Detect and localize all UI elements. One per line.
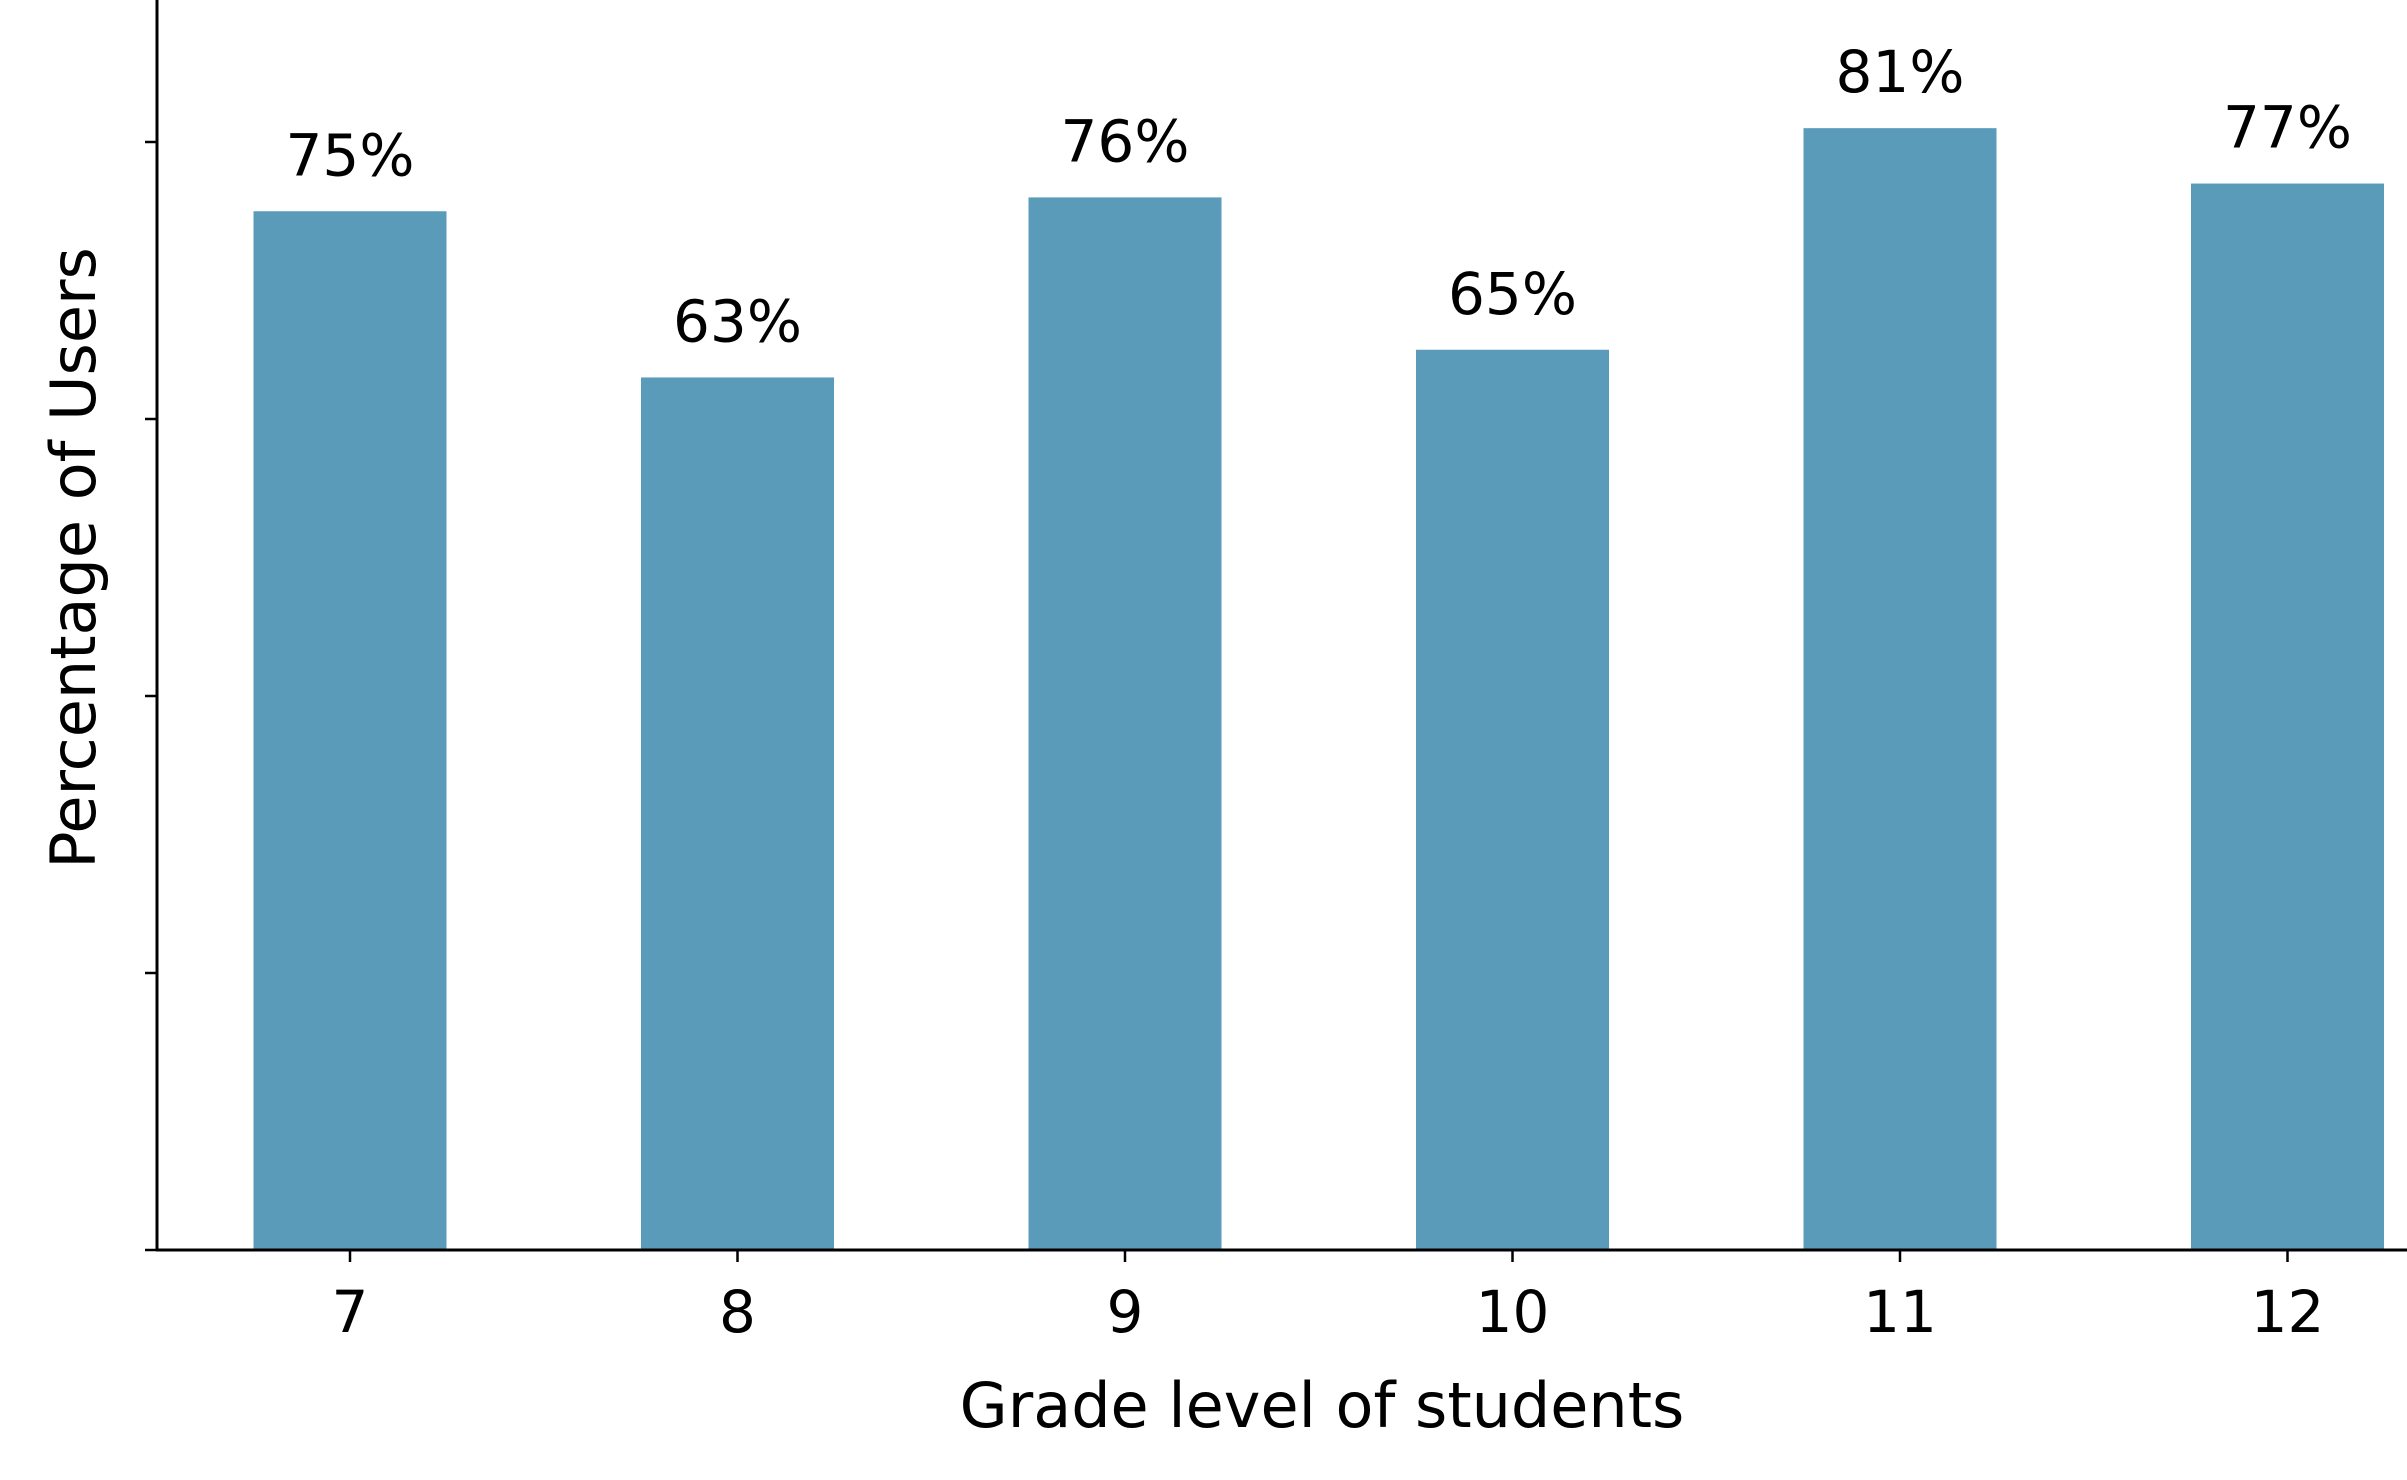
x-tick-label: 7: [332, 1278, 369, 1346]
bar-value-label: 81%: [1836, 38, 1965, 106]
bar-grade-9: [1028, 197, 1222, 1250]
bar-value-label: 77%: [2223, 94, 2352, 162]
x-tick-label: 12: [2251, 1278, 2325, 1346]
bar-grade-10: [1416, 349, 1609, 1250]
x-axis-ticks: 7 8 9 10 11 12: [332, 1250, 2325, 1346]
x-axis-label: Grade level of students: [960, 1369, 1685, 1442]
x-tick-label: 10: [1476, 1278, 1550, 1346]
bar-grade-8: [641, 377, 834, 1250]
bar-value-label: 75%: [286, 121, 415, 189]
bars-group: [253, 128, 2384, 1250]
x-tick-label: 9: [1107, 1278, 1144, 1346]
x-tick-label: 11: [1863, 1278, 1937, 1346]
y-axis-ticks: [145, 140, 157, 1252]
axes-group: [155, 0, 2407, 1252]
x-tick-label: 8: [719, 1278, 756, 1346]
bar-value-label: 63%: [673, 287, 802, 355]
bar-grade-11: [1803, 128, 1997, 1250]
bar-value-label: 76%: [1061, 107, 1190, 175]
bar-grade-7: [253, 211, 447, 1250]
bar-grade-12: [2191, 183, 2384, 1250]
y-axis-label: Percentage of Users: [37, 247, 110, 869]
bar-value-label: 65%: [1448, 260, 1577, 328]
bar-value-labels: 75% 63% 76% 65% 81% 77%: [286, 38, 2352, 355]
